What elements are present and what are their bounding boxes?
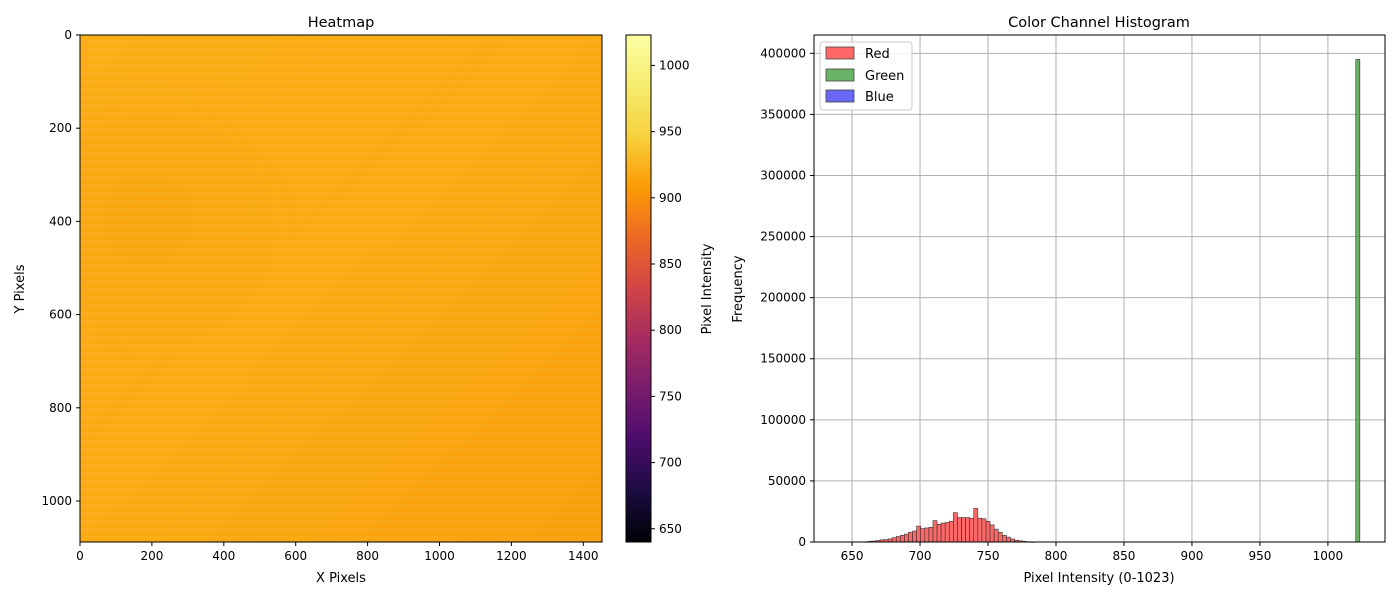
histogram-bar-red xyxy=(948,520,954,543)
histogram-bar-red xyxy=(916,525,922,543)
histogram-bar-red xyxy=(1001,534,1007,543)
colorbar-tick-label: 700 xyxy=(659,456,682,470)
histogram-x-tick-label: 800 xyxy=(1045,549,1068,563)
heatmap-image xyxy=(80,35,602,542)
histogram-x-tick-label: 950 xyxy=(1248,549,1271,563)
colorbar-tick-label: 1000 xyxy=(659,58,690,72)
colorbar-tick-label: 950 xyxy=(659,125,682,139)
legend-swatch-red xyxy=(825,46,855,60)
histogram-panel: Color Channel Histogram 650 700 750 800 850 9… xyxy=(731,15,1386,586)
heatmap-y-ticks: 0 200 400 600 800 1000 xyxy=(41,28,80,508)
histogram-bar-red xyxy=(985,520,991,543)
histogram-y-tick-label: 50000 xyxy=(768,474,806,488)
histogram-bar-red xyxy=(957,517,962,543)
colorbar-ticks: 650 700 750 800 850 900 950 1000 xyxy=(651,58,690,536)
heatmap-x-tick-label: 400 xyxy=(212,549,235,563)
histogram-bar-red xyxy=(1006,536,1011,543)
histogram-bar-green xyxy=(1355,59,1361,543)
colorbar-label: Pixel Intensity xyxy=(700,243,715,334)
heatmap-x-tick-label: 200 xyxy=(140,549,163,563)
histogram-bar-red xyxy=(961,517,966,543)
histogram-y-tick-label: 200000 xyxy=(760,291,806,305)
histogram-frame xyxy=(813,34,1386,543)
histogram-y-tick-label: 100000 xyxy=(760,413,806,427)
histogram-x-axis-label: Pixel Intensity (0-1023) xyxy=(1023,571,1174,586)
histogram-bar-red xyxy=(940,522,946,543)
histogram-bar-red xyxy=(908,531,913,543)
histogram-y-tick-label: 250000 xyxy=(760,230,806,244)
histogram-x-ticks: 650 700 750 800 850 900 950 1000 xyxy=(841,542,1344,563)
heatmap-x-tick-label: 800 xyxy=(356,549,379,563)
colorbar-tick-label: 650 xyxy=(659,522,682,536)
histogram-bars xyxy=(863,59,1361,543)
heatmap-x-tick-label: 1200 xyxy=(496,549,527,563)
histogram-bar-red xyxy=(924,527,930,543)
heatmap-y-tick-label: 200 xyxy=(49,121,72,135)
histogram-bar-red xyxy=(891,537,897,543)
heatmap-x-ticks: 0 200 400 600 800 1000 1200 1400 xyxy=(76,542,599,563)
heatmap-y-tick-label: 600 xyxy=(49,308,72,322)
histogram-bar-red xyxy=(932,520,938,543)
histogram-y-tick-label: 0 xyxy=(798,535,806,549)
histogram-bar-red xyxy=(920,528,926,543)
histogram-bar-red xyxy=(900,534,905,543)
histogram-bar-red xyxy=(981,518,987,543)
histogram-x-tick-label: 650 xyxy=(841,549,864,563)
histogram-legend: Red Green Blue xyxy=(819,41,913,111)
legend-swatch-green xyxy=(825,68,855,82)
legend-label-red: Red xyxy=(865,47,890,62)
colorbar-tick-label: 800 xyxy=(659,323,682,337)
histogram-bar-red xyxy=(993,528,999,543)
histogram-title: Color Channel Histogram xyxy=(1008,15,1190,31)
histogram-bar-red xyxy=(969,517,975,543)
histogram-y-tick-label: 350000 xyxy=(760,107,806,121)
heatmap-frame xyxy=(79,34,603,543)
legend-swatch-blue xyxy=(825,89,855,103)
histogram-x-tick-label: 700 xyxy=(909,549,932,563)
heatmap-x-tick-label: 0 xyxy=(76,549,84,563)
histogram-y-axis-label: Frequency xyxy=(731,255,746,322)
histogram-y-tick-label: 150000 xyxy=(760,352,806,366)
heatmap-x-tick-label: 1000 xyxy=(424,549,455,563)
histogram-bar-red xyxy=(965,517,970,543)
legend-label-green: Green xyxy=(865,69,904,84)
histogram-y-tick-label: 300000 xyxy=(760,168,806,182)
histogram-bar-red xyxy=(977,517,983,543)
histogram-bar-red xyxy=(944,522,950,543)
heatmap-x-tick-label: 600 xyxy=(284,549,307,563)
legend-label-blue: Blue xyxy=(865,90,894,105)
histogram-bar-red xyxy=(953,512,958,543)
histogram-bar-red xyxy=(895,536,901,543)
histogram-bar-red xyxy=(973,508,979,543)
heatmap-y-axis-label: Y Pixels xyxy=(13,264,28,314)
histogram-grid xyxy=(814,35,1385,543)
histogram-y-ticks: 0 50000 100000 150000 200000 250000 300000 3500… xyxy=(760,46,814,549)
histogram-bar-red xyxy=(928,527,934,543)
colorbar-gradient xyxy=(625,34,652,543)
heatmap-x-tick-label: 1400 xyxy=(568,549,599,563)
histogram-bar-red xyxy=(997,531,1003,543)
histogram-bar-red xyxy=(936,523,942,543)
histogram-y-tick-label: 400000 xyxy=(760,46,806,60)
histogram-bar-red xyxy=(904,533,909,543)
colorbar-tick-label: 750 xyxy=(659,389,682,403)
histogram-x-tick-label: 900 xyxy=(1180,549,1203,563)
heatmap-panel: Heatmap 0 200 400 600 800 1000 1200 1400 0 200 40… xyxy=(13,15,603,586)
histogram-x-tick-label: 1000 xyxy=(1313,549,1344,563)
heatmap-x-axis-label: X Pixels xyxy=(316,571,366,586)
colorbar-tick-label: 900 xyxy=(659,191,682,205)
heatmap-title: Heatmap xyxy=(308,15,375,31)
colorbar-tick-label: 850 xyxy=(659,257,682,271)
heatmap-y-tick-label: 0 xyxy=(64,28,72,42)
histogram-x-tick-label: 850 xyxy=(1113,549,1136,563)
heatmap-y-tick-label: 1000 xyxy=(41,494,72,508)
heatmap-y-tick-label: 400 xyxy=(49,214,72,228)
histogram-bar-red xyxy=(989,524,995,543)
histogram-bar-red xyxy=(912,530,917,543)
histogram-x-tick-label: 750 xyxy=(977,549,1000,563)
heatmap-y-tick-label: 800 xyxy=(49,401,72,415)
colorbar: 650 700 750 800 850 900 950 1000 Pixel Intensit… xyxy=(625,34,715,543)
